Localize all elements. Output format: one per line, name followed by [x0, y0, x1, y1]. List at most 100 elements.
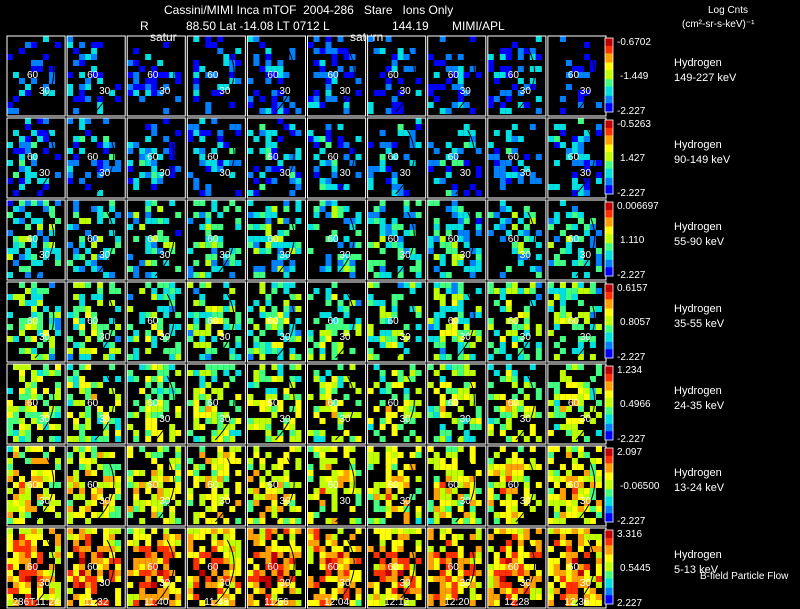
heatmap-cell — [259, 376, 266, 382]
heatmap-cell — [79, 90, 86, 96]
heatmap-cell — [469, 476, 476, 482]
heatmap-cell — [373, 518, 380, 524]
heatmap-cell — [505, 546, 512, 552]
field-line — [575, 457, 596, 523]
heatmap-cell — [205, 324, 212, 330]
heatmap-cell — [355, 436, 362, 442]
heatmap-cell — [175, 312, 182, 318]
heatmap-cell — [547, 564, 554, 570]
heatmap-cell — [163, 306, 170, 312]
heatmap-cell — [331, 412, 338, 418]
heatmap-cell — [427, 236, 434, 242]
energy-label: 90-149 keV — [674, 154, 731, 166]
heatmap-cell — [79, 534, 86, 540]
heatmap-cell — [409, 528, 416, 534]
heatmap-cell — [43, 400, 49, 406]
heatmap-cell — [403, 348, 410, 354]
heatmap-cell — [379, 72, 386, 78]
heatmap-cell — [523, 382, 530, 388]
heatmap-cell — [433, 436, 440, 442]
heatmap-cell — [319, 488, 326, 494]
heatmap-cell — [403, 54, 410, 60]
heatmap-cell — [523, 394, 530, 400]
heatmap-cell — [583, 564, 590, 570]
heatmap-cell — [31, 306, 37, 312]
heatmap-cell — [523, 306, 530, 312]
heatmap-cell — [211, 546, 218, 552]
heatmap-cell — [145, 330, 152, 336]
grid-number-30: 30 — [400, 578, 412, 589]
heatmap-cell — [457, 102, 464, 108]
heatmap-cell — [439, 364, 446, 370]
heatmap-cell — [379, 312, 386, 318]
heatmap-cell — [427, 90, 434, 96]
heatmap-cell — [79, 388, 86, 394]
heatmap-cell — [169, 282, 176, 288]
heatmap-cell — [325, 130, 332, 136]
heatmap-cell — [271, 66, 278, 72]
heatmap-cell — [157, 400, 164, 406]
heatmap-cell — [403, 582, 410, 588]
heatmap-cell — [445, 142, 452, 148]
heatmap-cell — [307, 476, 314, 482]
heatmap-cell — [529, 430, 536, 436]
heatmap-cell — [403, 200, 410, 206]
heatmap-cell — [451, 534, 458, 540]
heatmap-cell — [517, 160, 524, 166]
colorbar-segment — [605, 169, 613, 173]
heatmap-cell — [457, 212, 464, 218]
heatmap-cell — [475, 254, 482, 260]
heatmap-cell — [523, 528, 530, 534]
heatmap-cell — [37, 570, 43, 576]
field-line — [275, 47, 295, 113]
heatmap-cell — [43, 494, 49, 500]
heatmap-cell — [7, 458, 13, 464]
heatmap-cell — [49, 552, 55, 558]
heatmap-cell — [553, 506, 560, 512]
heatmap-cell — [325, 184, 332, 190]
heatmap-cell — [403, 190, 410, 196]
heatmap-cell — [127, 166, 134, 172]
heatmap-cell — [595, 288, 602, 294]
heatmap-cell — [55, 558, 61, 564]
heatmap-cell — [589, 388, 596, 394]
heatmap-cell — [283, 300, 290, 306]
heatmap-cell — [277, 166, 284, 172]
colorbar-segment — [605, 264, 613, 268]
heatmap-cell — [571, 184, 578, 190]
heatmap-cell — [325, 72, 332, 78]
heatmap-cell — [589, 518, 596, 524]
heatmap-cell — [277, 458, 284, 464]
heatmap-cell — [109, 354, 116, 360]
heatmap-cell — [55, 306, 61, 312]
heatmap-cell — [553, 212, 560, 218]
heatmap-cell — [355, 136, 362, 142]
heatmap-cell — [469, 400, 476, 406]
heatmap-cell — [337, 212, 344, 218]
heatmap-cell — [271, 72, 278, 78]
heatmap-cell — [277, 342, 284, 348]
heatmap-cell — [553, 406, 560, 412]
heatmap-cell — [73, 476, 80, 482]
heatmap-cell — [331, 564, 338, 570]
heatmap-cell — [91, 528, 98, 534]
heatmap-cell — [331, 436, 338, 442]
heatmap-cell — [31, 476, 37, 482]
grid-number-60: 60 — [267, 152, 279, 163]
heatmap-cell — [415, 452, 422, 458]
heatmap-cell — [505, 436, 512, 442]
heatmap-cell — [97, 96, 104, 102]
heatmap-cell — [85, 364, 92, 370]
heatmap-cell — [73, 546, 80, 552]
heatmap-cell — [73, 266, 80, 272]
heatmap-cell — [265, 108, 272, 114]
colorbar-segment — [605, 202, 613, 205]
heatmap-cell — [463, 190, 470, 196]
heatmap-cell — [163, 540, 170, 546]
heatmap-cell — [157, 218, 164, 224]
heatmap-cell — [463, 582, 470, 588]
heatmap-cell — [505, 136, 512, 142]
field-line — [34, 457, 55, 523]
heatmap-cell — [205, 72, 212, 78]
heatmap-cell — [223, 600, 230, 606]
